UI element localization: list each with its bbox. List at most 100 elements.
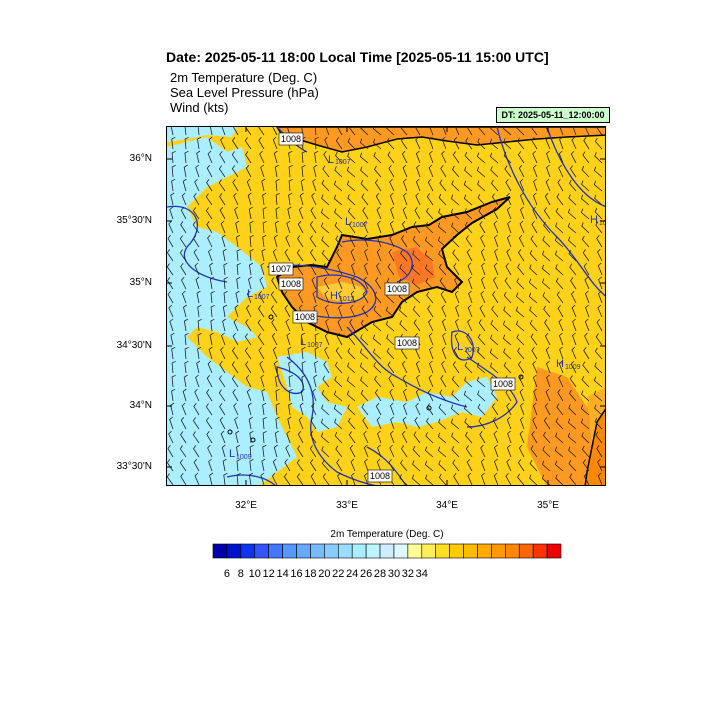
wind-barb bbox=[426, 403, 434, 416]
pressure-value: 10 bbox=[599, 220, 606, 227]
wind-barb bbox=[492, 416, 499, 430]
wind-barb bbox=[288, 402, 293, 416]
wind-barb bbox=[321, 390, 330, 402]
wind-barb bbox=[388, 248, 395, 262]
contour-label-text: 1008 bbox=[387, 284, 407, 294]
wind-barb bbox=[452, 151, 460, 164]
wind-barb bbox=[347, 362, 356, 374]
wind-barb bbox=[596, 445, 603, 458]
wind-barb bbox=[219, 193, 226, 206]
wind-barb bbox=[489, 152, 499, 164]
wind-barb bbox=[349, 234, 356, 248]
wind-barb bbox=[309, 445, 317, 458]
wind-barb bbox=[532, 150, 538, 164]
wind-barb bbox=[192, 431, 200, 444]
wind-barb bbox=[529, 474, 538, 485]
wind-barb bbox=[427, 178, 434, 192]
wind-barb bbox=[322, 375, 330, 388]
wind-barb bbox=[232, 332, 239, 346]
wind-barb bbox=[275, 206, 280, 220]
wind-barb bbox=[597, 304, 603, 318]
wind-barb bbox=[275, 192, 280, 206]
colorbar-label: 8 bbox=[237, 568, 244, 580]
wind-barb bbox=[518, 249, 525, 262]
wind-barb bbox=[179, 445, 187, 458]
wind-barb bbox=[545, 127, 551, 136]
wind-barb bbox=[489, 348, 499, 360]
wind-barb bbox=[400, 459, 408, 472]
wind-barb bbox=[490, 320, 499, 332]
wind-barb bbox=[362, 417, 369, 430]
wind-barb bbox=[480, 444, 486, 458]
colorbar-cell bbox=[546, 543, 562, 559]
colorbar-label: 10 bbox=[248, 568, 261, 580]
wind-barb bbox=[557, 389, 564, 402]
wind-barb bbox=[559, 346, 564, 360]
high-pressure-marker: H 1009 bbox=[556, 358, 581, 371]
wind-barb bbox=[209, 332, 214, 346]
wind-barb bbox=[503, 291, 512, 304]
pressure-centers: L 1007 L 1007 L 1007 L 1007 L 1007 L 100… bbox=[229, 154, 606, 461]
wind-barb bbox=[348, 417, 356, 430]
wind-barb bbox=[543, 305, 551, 318]
wind-barb bbox=[209, 262, 214, 276]
wind-barb bbox=[296, 263, 304, 276]
wind-barb bbox=[481, 262, 486, 276]
wind-barb bbox=[193, 248, 200, 262]
wind-barb bbox=[283, 473, 291, 485]
wind-barb bbox=[167, 473, 174, 485]
wind-barb bbox=[493, 276, 499, 290]
wind-barb bbox=[287, 416, 292, 430]
wind-barb bbox=[594, 362, 603, 374]
wind-barb bbox=[545, 388, 551, 402]
wind-barb bbox=[273, 444, 278, 458]
weather-map[interactable]: 1008 1008 1008 1008 1008 1008 bbox=[166, 126, 606, 486]
wind-barb bbox=[321, 404, 330, 416]
wind-barb bbox=[529, 306, 538, 318]
wind-barb bbox=[581, 432, 590, 444]
wind-barb bbox=[193, 445, 200, 458]
wind-barb bbox=[321, 459, 330, 472]
wind-barb bbox=[259, 360, 265, 374]
svg-text:H: H bbox=[330, 290, 338, 302]
wind-barb bbox=[206, 374, 213, 388]
wind-barb bbox=[529, 264, 538, 276]
wind-barb bbox=[374, 291, 382, 304]
wind-barb bbox=[310, 262, 317, 276]
svg-text:H: H bbox=[590, 214, 598, 226]
wind-barb bbox=[275, 178, 280, 192]
wind-barb bbox=[567, 432, 577, 444]
wind-barb bbox=[402, 164, 408, 178]
wind-barb bbox=[377, 430, 382, 444]
wind-barb bbox=[271, 332, 278, 346]
wind-barb bbox=[314, 136, 319, 150]
wind-barb bbox=[221, 444, 226, 458]
wind-barb bbox=[390, 416, 395, 430]
colorbar-cell bbox=[435, 543, 450, 559]
wind-barb bbox=[503, 306, 512, 318]
wind-barb bbox=[442, 127, 447, 136]
wind-barb bbox=[546, 360, 551, 374]
wind-barb bbox=[314, 346, 319, 360]
wind-barb bbox=[386, 347, 395, 360]
islet-marker bbox=[227, 429, 233, 435]
wind-barb bbox=[285, 318, 291, 332]
wind-barb bbox=[570, 360, 577, 374]
wind-barb bbox=[463, 194, 473, 206]
contour-label: 1008 bbox=[278, 277, 304, 291]
wind-barb bbox=[167, 235, 174, 248]
wind-barb bbox=[206, 164, 213, 178]
wind-barb bbox=[248, 472, 253, 485]
wind-barb bbox=[169, 206, 174, 220]
wind-barb bbox=[261, 178, 266, 192]
wind-barb bbox=[441, 360, 447, 374]
wind-barb bbox=[468, 276, 473, 290]
wind-barb bbox=[389, 192, 395, 206]
wind-barb bbox=[348, 333, 356, 346]
wind-barb bbox=[520, 416, 525, 430]
wind-barb bbox=[490, 166, 499, 178]
wind-barb bbox=[337, 276, 343, 290]
contour-label-text: 1008 bbox=[281, 134, 301, 144]
wind-barb bbox=[333, 180, 343, 192]
wind-barb bbox=[246, 304, 252, 318]
